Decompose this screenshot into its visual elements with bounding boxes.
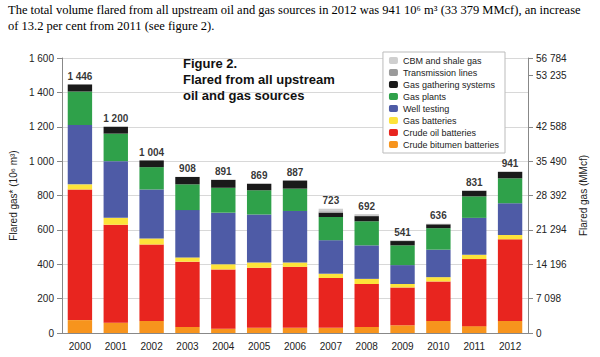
svg-text:28 392: 28 392	[536, 190, 567, 201]
svg-text:2007: 2007	[320, 341, 343, 352]
svg-text:0: 0	[536, 328, 542, 339]
svg-text:692: 692	[358, 201, 375, 212]
svg-text:831: 831	[466, 177, 483, 188]
svg-text:2002: 2002	[140, 341, 163, 352]
svg-text:400: 400	[37, 259, 54, 270]
svg-text:200: 200	[37, 293, 54, 304]
html-text:The total volume flared from a: The total volume flared from all upstrea…	[8, 3, 581, 33]
svg-text:2000: 2000	[69, 341, 92, 352]
svg-text:Gas plants: Gas plants	[403, 92, 447, 102]
svg-text:887: 887	[287, 167, 304, 178]
svg-text:Flared gas (MMcf): Flared gas (MMcf)	[578, 155, 589, 236]
svg-text:CBM and shale gas: CBM and shale gas	[403, 56, 482, 66]
svg-text:636: 636	[430, 210, 447, 221]
svg-text:Crude bitumen batteries: Crude bitumen batteries	[403, 140, 500, 150]
svg-text:869: 869	[251, 170, 268, 181]
svg-text:0: 0	[48, 328, 54, 339]
svg-text:53 235: 53 235	[536, 70, 567, 81]
svg-text:723: 723	[323, 195, 340, 206]
svg-text:2011: 2011	[463, 341, 485, 352]
svg-text:2001: 2001	[105, 341, 128, 352]
svg-text:Gas gathering systems: Gas gathering systems	[403, 80, 496, 90]
svg-text:35 490: 35 490	[536, 156, 567, 167]
svg-text:2004: 2004	[212, 341, 235, 352]
svg-text:Gas batteries: Gas batteries	[403, 116, 457, 126]
svg-text:Crude oil batteries: Crude oil batteries	[403, 128, 477, 138]
svg-text:2012: 2012	[499, 341, 522, 352]
svg-text:941: 941	[502, 158, 519, 169]
svg-text:800: 800	[37, 190, 54, 201]
svg-text:2005: 2005	[248, 341, 271, 352]
svg-text:1 446: 1 446	[67, 71, 92, 82]
svg-text:Flared from all upstream: Flared from all upstream	[183, 72, 338, 87]
svg-text:1 200: 1 200	[29, 121, 54, 132]
svg-text:1 200: 1 200	[103, 113, 128, 124]
svg-text:1 000: 1 000	[29, 156, 54, 167]
svg-text:56 784: 56 784	[536, 53, 567, 64]
svg-text:21 294: 21 294	[536, 224, 567, 235]
svg-text:891: 891	[215, 166, 232, 177]
svg-text:Figure 2.: Figure 2.	[183, 56, 237, 71]
svg-text:Flared gas* (10⁶ m³): Flared gas* (10⁶ m³)	[8, 150, 19, 240]
svg-text:2008: 2008	[356, 341, 379, 352]
svg-text:2003: 2003	[176, 341, 199, 352]
svg-text:541: 541	[394, 227, 411, 238]
svg-text:2006: 2006	[284, 341, 307, 352]
svg-text:1 600: 1 600	[29, 53, 54, 64]
svg-text:1 400: 1 400	[29, 87, 54, 98]
svg-text:908: 908	[179, 163, 196, 174]
svg-text:600: 600	[37, 224, 54, 235]
svg-text:2009: 2009	[391, 341, 414, 352]
svg-text:2010: 2010	[427, 341, 450, 352]
svg-text:oil and gas sources: oil and gas sources	[183, 88, 304, 103]
svg-text:1 004: 1 004	[139, 147, 164, 158]
svg-text:14 196: 14 196	[536, 259, 567, 270]
svg-text:Well testing: Well testing	[403, 104, 449, 114]
svg-text:7 098: 7 098	[536, 293, 561, 304]
svg-text:Transmission lines: Transmission lines	[403, 68, 478, 78]
svg-text:42 588: 42 588	[536, 121, 567, 132]
